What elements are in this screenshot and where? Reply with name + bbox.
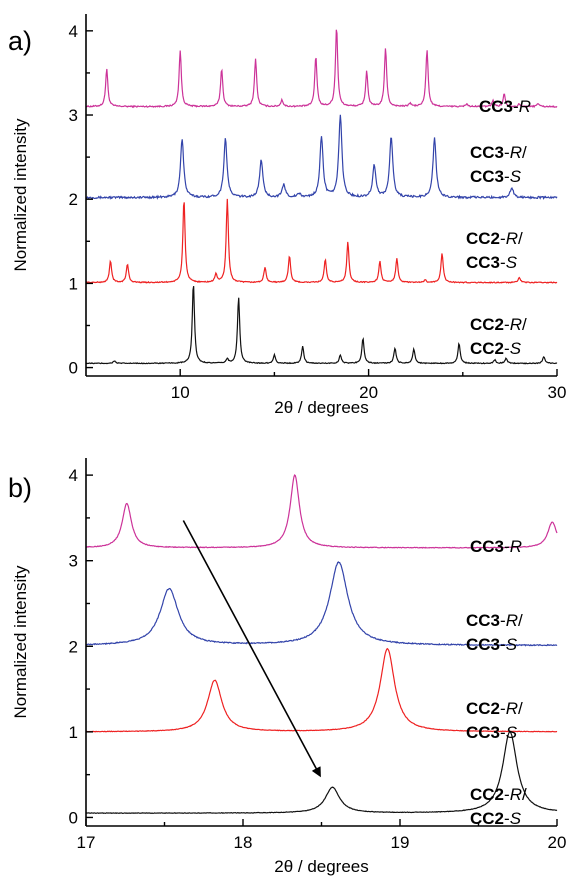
x-tick-label: 20 <box>359 383 378 402</box>
y-tick-label: 3 <box>69 552 78 571</box>
x-tick-label: 20 <box>548 833 567 852</box>
y-tick-label: 1 <box>69 274 78 293</box>
series-line <box>85 561 558 647</box>
x-tick-label: 10 <box>171 383 190 402</box>
series-label: CC3-R <box>479 97 531 116</box>
x-tick-label: 30 <box>548 383 567 402</box>
trend-arrow <box>182 520 321 778</box>
y-tick-label: 4 <box>69 22 78 41</box>
x-axis-title: 2θ / degrees <box>274 398 369 417</box>
series-label: CC3-R <box>470 537 522 556</box>
panel-a: 0 1 2 3 4 10 20 30 2θ / degrees Normalized intens… <box>8 14 566 417</box>
series-line <box>85 114 558 201</box>
x-tick-label: 18 <box>234 833 253 852</box>
y-tick-label: 1 <box>69 723 78 742</box>
y-tick-label: 4 <box>69 466 78 485</box>
x-axis-title: 2θ / degrees <box>274 857 369 876</box>
y-tick-label: 0 <box>69 359 78 378</box>
series-line <box>85 731 558 815</box>
y-tick-label: 2 <box>69 190 78 209</box>
series-label: CC2-R/CC3-S <box>466 699 523 742</box>
x-tick-label: 19 <box>391 833 410 852</box>
series-line <box>85 474 558 549</box>
y-tick-label: 0 <box>69 808 78 827</box>
x-tick-label: 17 <box>77 833 96 852</box>
series-label: CC2-R/CC3-S <box>466 229 523 272</box>
series-label: CC2-R/CC2-S <box>470 785 527 828</box>
y-axis-title: Normalized intensity <box>11 118 30 272</box>
series-label: CC2-R/CC2-S <box>470 315 527 358</box>
series-line <box>85 29 558 109</box>
series-label: CC3-R/CC3-S <box>470 143 527 186</box>
panel-label: a) <box>8 26 32 56</box>
y-axis-title: Normalized intensity <box>11 565 30 719</box>
y-tick-label: 2 <box>69 637 78 656</box>
series-line <box>85 198 558 284</box>
series-line <box>85 647 558 733</box>
series-line <box>85 286 558 365</box>
series-label: CC3-R/CC3-S <box>466 611 523 654</box>
y-tick-label: 3 <box>69 106 78 125</box>
panel-b: 0 1 2 3 4 17 18 19 20 2θ / degrees Normalized inte… <box>8 458 566 876</box>
panel-label: b) <box>8 473 32 503</box>
